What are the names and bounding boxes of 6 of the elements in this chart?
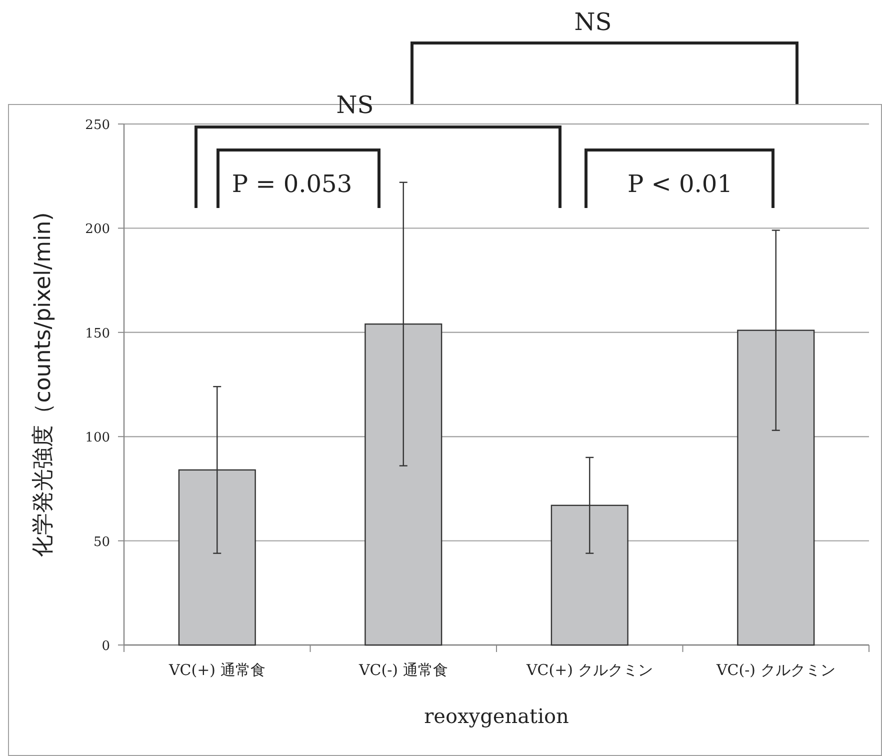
annotation: NS	[336, 91, 374, 119]
annotation: P < 0.01	[628, 170, 732, 198]
xlabel: reoxygenation	[424, 704, 569, 728]
ylabel: 化学発光強度（counts/pixel/min)	[31, 212, 56, 557]
annotation: P = 0.053	[232, 170, 352, 198]
annotation: NS	[574, 8, 612, 36]
